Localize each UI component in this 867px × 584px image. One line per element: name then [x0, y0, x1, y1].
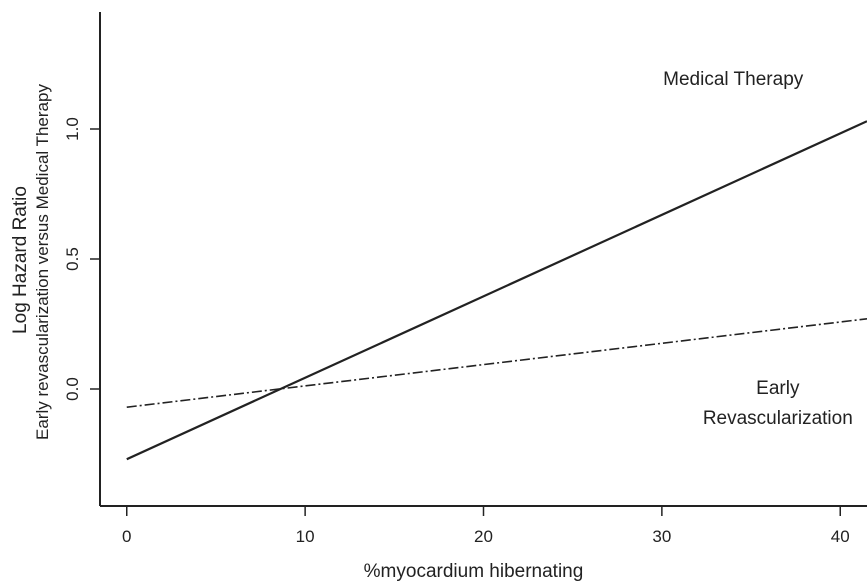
x-tick-label: 0 — [122, 527, 131, 546]
y-axis-title: Log Hazard Ratio — [10, 186, 31, 334]
x-tick-label: 40 — [831, 527, 850, 546]
x-axis-title: %myocardium hibernating — [364, 561, 584, 582]
x-tick-label: 30 — [652, 527, 671, 546]
y-tick-label: 0.5 — [63, 247, 82, 271]
annotation-label: Medical Therapy — [663, 69, 804, 90]
x-tick-label: 10 — [296, 527, 315, 546]
series-line-dashdot — [126, 318, 867, 408]
annotation-label: Revascularization — [703, 408, 853, 429]
y-ticks: 0.0 0.5 1.0 — [63, 117, 100, 401]
y-tick-label: 0.0 — [63, 377, 82, 401]
x-ticks: 0 10 20 30 40 — [122, 506, 850, 546]
y-tick-label: 1.0 — [63, 117, 82, 141]
x-tick-label: 20 — [474, 527, 493, 546]
series-group — [126, 120, 867, 461]
series-line-solid — [126, 120, 867, 461]
annotations: Medical Therapy Early Revascularization — [663, 69, 853, 429]
annotation-label: Early — [756, 378, 800, 399]
y-axis-subtitle: Early revascularization versus Medical T… — [33, 84, 52, 440]
